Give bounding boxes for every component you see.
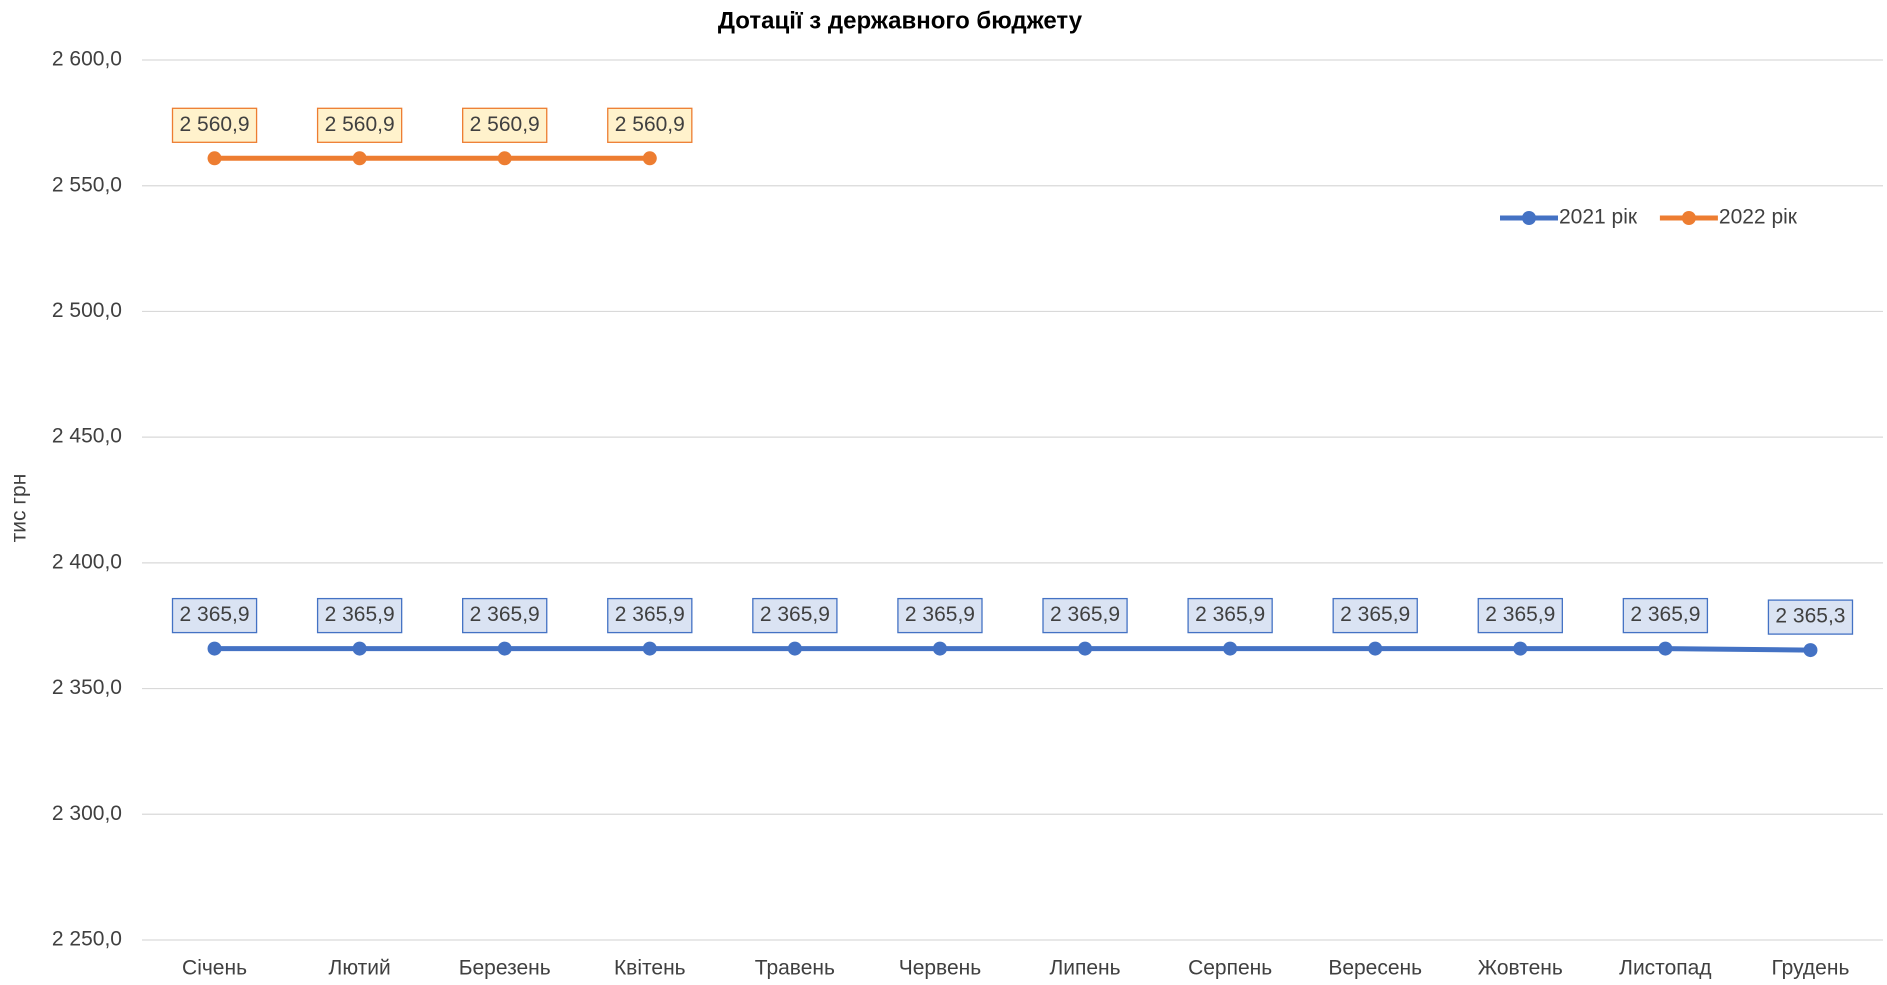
legend-label: 2021 рік xyxy=(1559,206,1638,229)
data-label: 2 365,9 xyxy=(615,603,685,626)
point xyxy=(497,151,512,166)
data-label: 2 365,9 xyxy=(1485,603,1555,626)
series-line xyxy=(214,646,1811,653)
data-label: 2 365,9 xyxy=(905,603,975,626)
y-axis-label: тис грн xyxy=(8,474,31,543)
data-label: 2 560,9 xyxy=(180,113,250,136)
point xyxy=(1223,641,1238,656)
data-label-box xyxy=(1042,597,1128,634)
data-label-box xyxy=(1477,597,1563,634)
point xyxy=(642,151,657,166)
data-label-box xyxy=(1622,597,1709,634)
legend-marker xyxy=(1522,211,1536,225)
data-label-box xyxy=(897,597,983,634)
point xyxy=(1513,641,1528,656)
y-tick-label: 2 400,0 xyxy=(52,550,122,573)
x-tick-label: Березень xyxy=(459,957,551,980)
point xyxy=(1078,641,1093,656)
x-tick-label: Серпень xyxy=(1188,957,1272,980)
legend-marker xyxy=(1681,211,1696,225)
data-label-box xyxy=(1767,599,1854,635)
x-tick-label: Вересень xyxy=(1328,957,1422,980)
point xyxy=(352,151,367,166)
y-tick-label: 2 600,0 xyxy=(52,48,122,71)
y-tick-label: 2 350,0 xyxy=(52,676,122,699)
data-label: 2 365,9 xyxy=(325,603,395,626)
data-label-box xyxy=(607,107,693,143)
x-tick-label: Жовтень xyxy=(1478,957,1563,980)
point xyxy=(1658,641,1673,656)
point xyxy=(932,641,947,656)
x-tick-label: Травень xyxy=(755,957,835,980)
data-label-box xyxy=(462,107,548,143)
point xyxy=(787,641,802,656)
y-tick-label: 2 450,0 xyxy=(52,425,122,448)
data-label: 2 560,9 xyxy=(470,113,540,136)
data-label: 2 365,9 xyxy=(180,603,250,626)
point xyxy=(1368,641,1383,656)
x-tick-label: Січень xyxy=(182,957,247,980)
data-label-box xyxy=(316,597,403,634)
data-label: 2 560,9 xyxy=(325,113,395,136)
y-tick-label: 2 300,0 xyxy=(52,802,122,825)
point xyxy=(1803,643,1818,658)
data-label-box xyxy=(752,597,838,634)
data-label-box xyxy=(316,107,403,143)
data-label: 2 560,9 xyxy=(615,113,685,136)
y-tick-label: 2 550,0 xyxy=(52,173,122,196)
x-tick-label: Квітень xyxy=(614,957,686,980)
chart-title: Дотації з державного бюджету xyxy=(718,7,1083,34)
legend-label: 2022 рік xyxy=(1719,206,1798,229)
data-label-box xyxy=(607,597,693,634)
data-label: 2 365,3 xyxy=(1775,605,1845,628)
y-tick-label: 2 500,0 xyxy=(52,299,122,322)
data-label-box xyxy=(462,597,548,634)
data-label-box xyxy=(1332,597,1418,634)
data-label: 2 365,9 xyxy=(760,603,830,626)
point xyxy=(497,641,512,656)
x-tick-label: Грудень xyxy=(1771,957,1849,980)
data-label-box xyxy=(171,597,258,634)
x-tick-label: Червень xyxy=(899,957,982,980)
point xyxy=(352,641,367,656)
data-label-box xyxy=(1187,597,1273,634)
data-label: 2 365,9 xyxy=(1340,603,1410,626)
x-tick-label: Листопад xyxy=(1619,957,1711,980)
data-label-box xyxy=(171,107,258,143)
data-label: 2 365,9 xyxy=(1195,603,1265,626)
y-tick-label: 2 250,0 xyxy=(52,928,122,951)
point xyxy=(207,641,222,656)
data-label: 2 365,9 xyxy=(470,603,540,626)
x-tick-label: Лютий xyxy=(329,957,391,980)
point xyxy=(642,641,657,656)
data-label: 2 365,9 xyxy=(1050,603,1120,626)
x-tick-label: Липень xyxy=(1049,957,1120,980)
point xyxy=(207,151,222,166)
data-label: 2 365,9 xyxy=(1630,603,1700,626)
